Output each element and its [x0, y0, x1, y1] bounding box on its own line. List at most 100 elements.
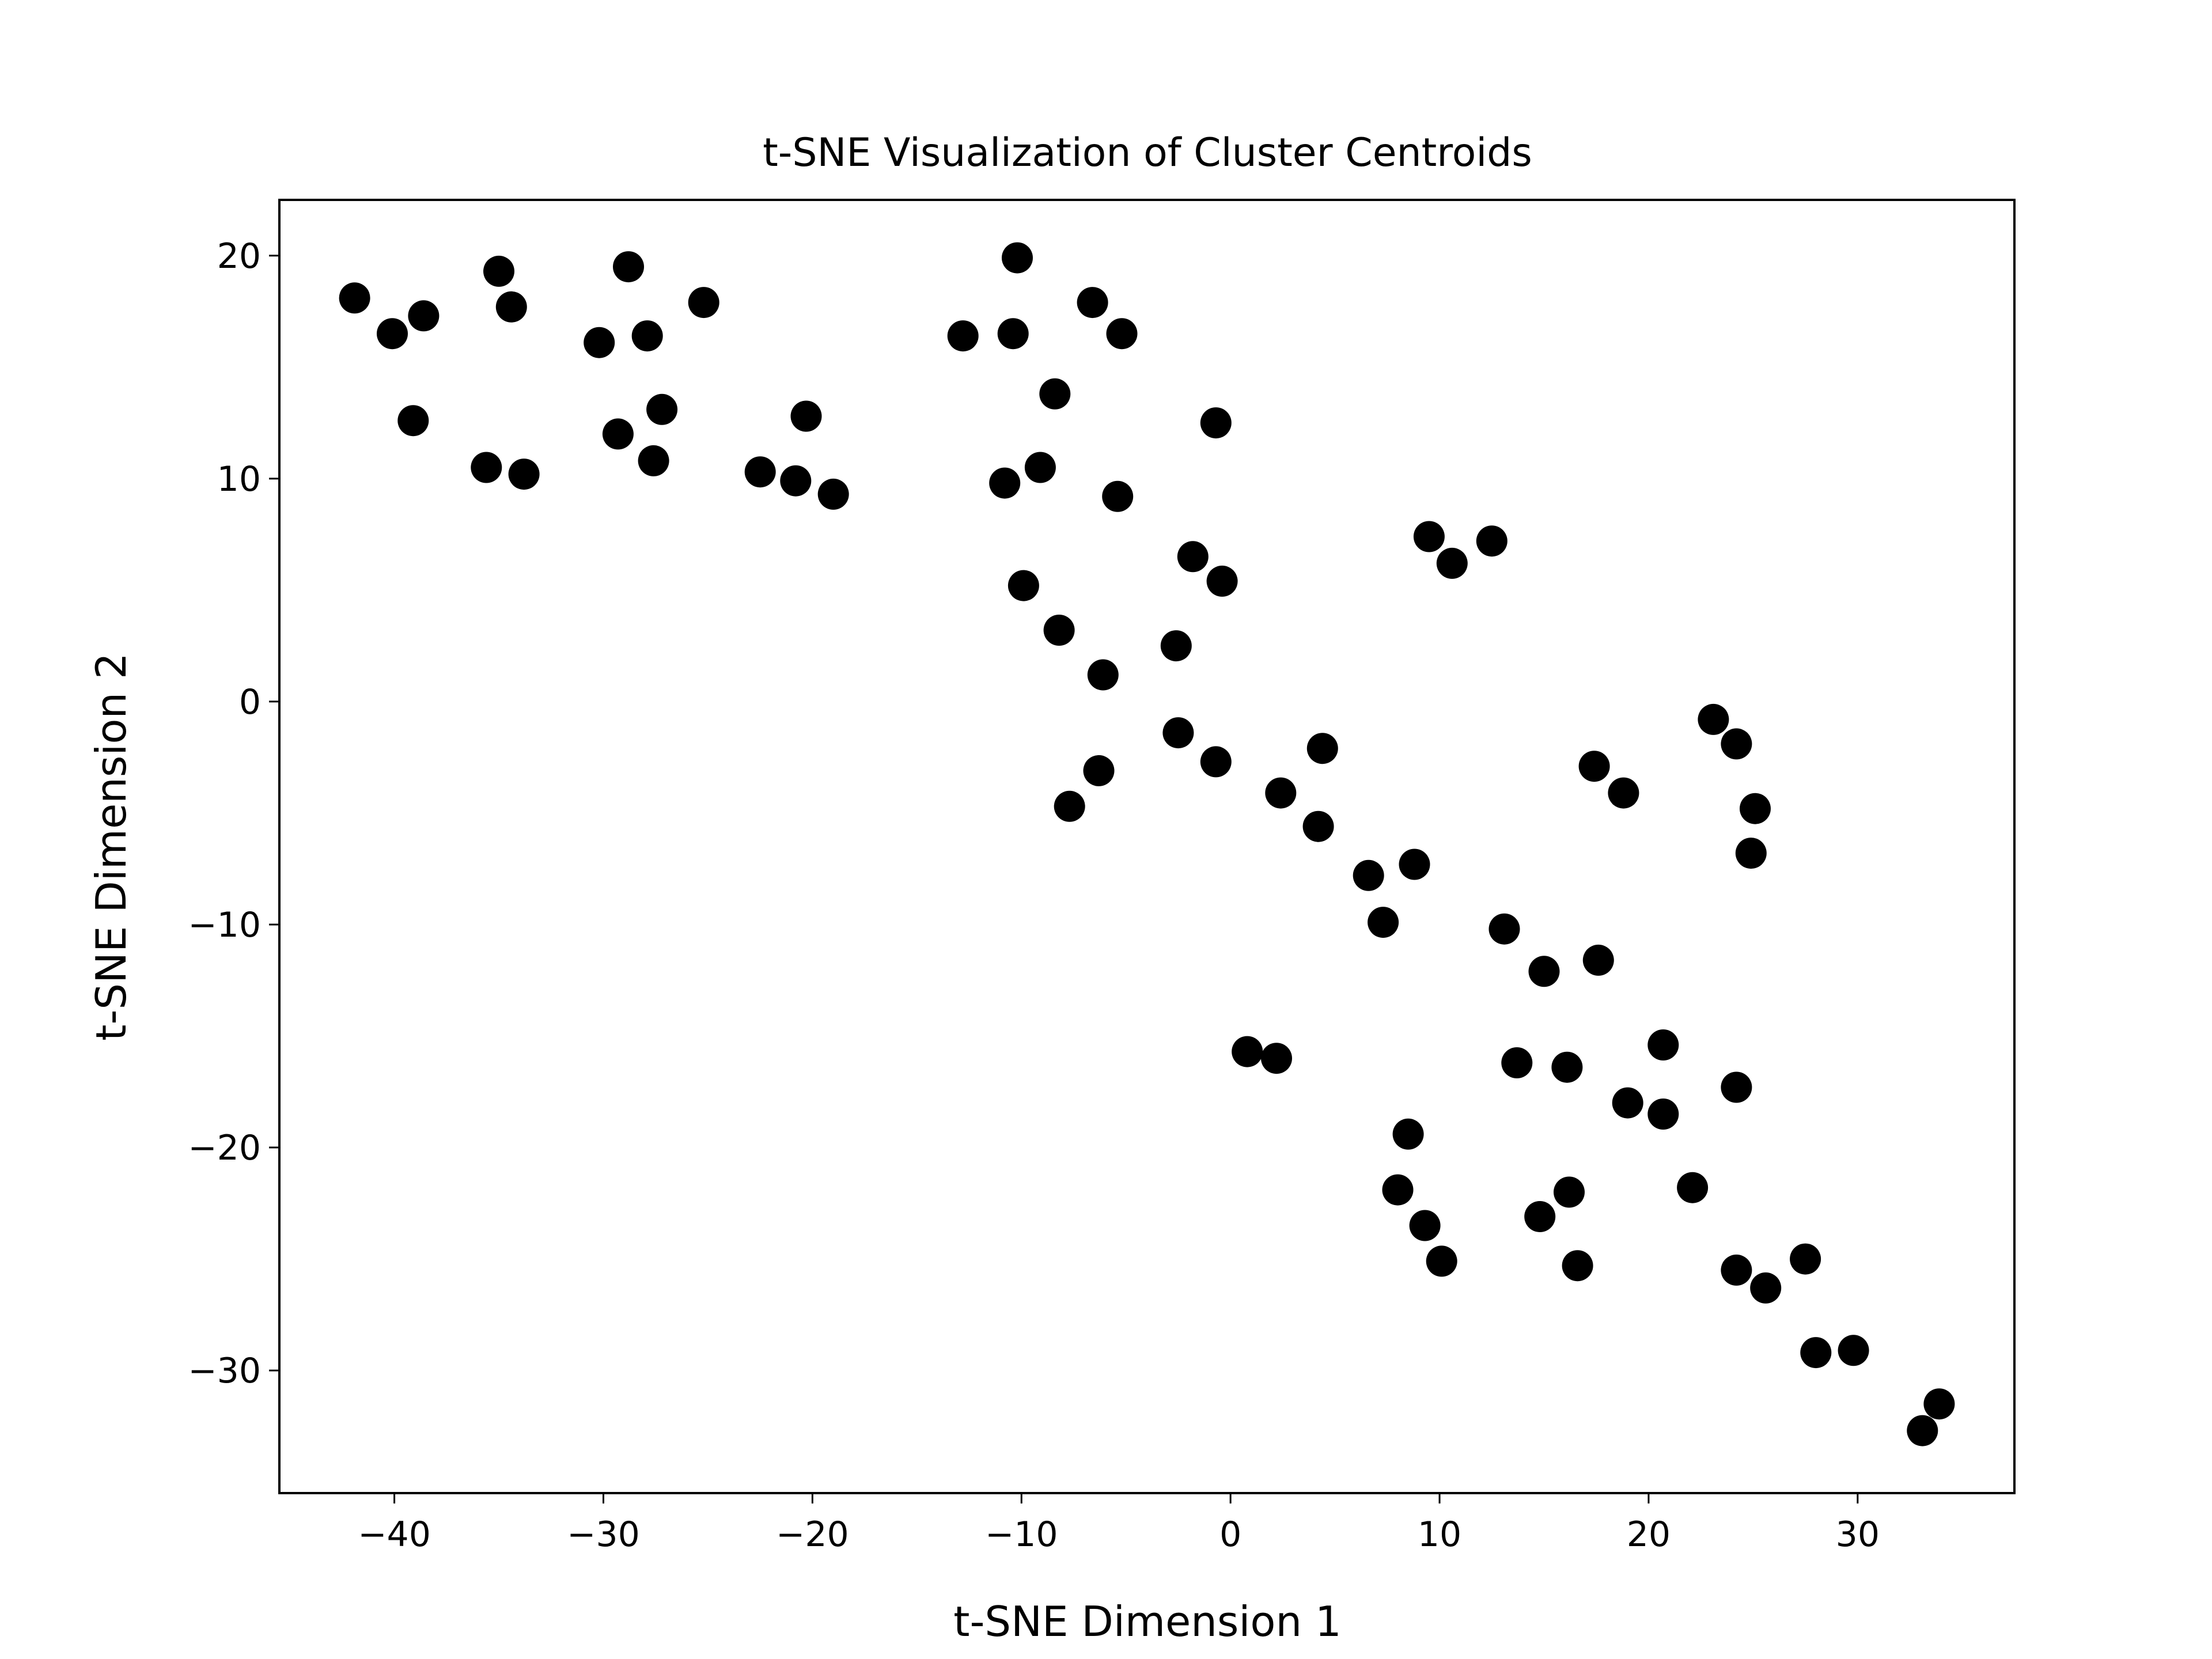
data-point — [1368, 907, 1399, 938]
data-point — [1501, 1047, 1533, 1078]
data-point — [1790, 1243, 1821, 1275]
data-point — [1200, 407, 1232, 439]
x-axis-label: t-SNE Dimension 1 — [953, 1597, 1342, 1646]
data-point — [744, 456, 776, 488]
y-tick-label: 20 — [217, 236, 261, 276]
data-point — [1838, 1335, 1869, 1366]
data-point — [1087, 659, 1119, 691]
data-point — [1265, 777, 1297, 809]
data-point — [1399, 849, 1430, 880]
data-point — [1002, 242, 1033, 274]
data-point — [688, 287, 719, 319]
data-point — [1232, 1036, 1263, 1067]
chart-title: t-SNE Visualization of Cluster Centroids — [763, 130, 1532, 176]
data-point — [1206, 565, 1238, 597]
data-point — [1698, 703, 1729, 735]
x-tick-label: 20 — [1627, 1514, 1671, 1555]
data-point — [1054, 790, 1085, 822]
data-point — [1083, 755, 1115, 786]
x-tick-label: 30 — [1836, 1514, 1880, 1555]
data-point — [947, 320, 979, 352]
y-tick-label: −30 — [188, 1351, 261, 1391]
x-tick-label: 10 — [1418, 1514, 1461, 1555]
data-point — [1528, 956, 1560, 987]
data-point — [1162, 717, 1194, 749]
data-point — [631, 320, 663, 352]
data-point — [1721, 728, 1752, 760]
y-tick-label: 10 — [217, 459, 261, 499]
data-point — [1102, 480, 1134, 512]
data-point — [1735, 838, 1767, 869]
data-point — [1612, 1087, 1643, 1119]
data-point — [377, 318, 408, 350]
y-tick-label: 0 — [239, 682, 261, 722]
data-point — [1582, 944, 1614, 976]
x-tick-label: 0 — [1219, 1514, 1241, 1555]
data-point — [1426, 1245, 1457, 1277]
data-point — [1261, 1043, 1292, 1074]
data-point — [508, 459, 540, 490]
data-point — [483, 255, 514, 287]
y-axis-label: t-SNE Dimension 2 — [87, 653, 135, 1041]
data-point — [1353, 859, 1384, 891]
data-point — [1647, 1029, 1679, 1060]
data-point — [638, 445, 669, 476]
y-tick-label: −20 — [188, 1128, 261, 1168]
data-point — [1647, 1099, 1679, 1130]
data-point — [1177, 541, 1209, 573]
data-point — [1740, 793, 1771, 824]
data-point — [1007, 570, 1039, 601]
x-axis: −40 −30 −20 −10 0 10 20 30 — [358, 1493, 1880, 1555]
data-point — [1721, 1071, 1752, 1103]
data-point — [1476, 525, 1508, 557]
data-point — [1923, 1388, 1955, 1420]
data-point — [1413, 521, 1445, 552]
data-point — [602, 418, 634, 450]
x-tick-label: −40 — [358, 1514, 431, 1555]
data-point — [471, 452, 502, 483]
x-tick-label: −10 — [985, 1514, 1058, 1555]
data-point — [1039, 378, 1071, 410]
data-point — [1750, 1272, 1782, 1304]
data-point — [613, 251, 644, 283]
data-point — [1382, 1174, 1414, 1206]
data-point — [1524, 1201, 1556, 1232]
plot-frame — [278, 199, 2016, 1494]
data-point — [1077, 287, 1108, 319]
data-point — [790, 400, 822, 432]
y-tick-label: −10 — [188, 905, 261, 945]
data-point — [1024, 452, 1056, 483]
data-point — [1677, 1172, 1709, 1203]
data-point — [1392, 1118, 1424, 1150]
data-point — [1409, 1210, 1441, 1241]
x-tick-label: −30 — [567, 1514, 640, 1555]
data-point — [1043, 615, 1075, 646]
data-point — [397, 405, 429, 437]
data-point — [1302, 810, 1334, 842]
data-point — [1106, 318, 1138, 350]
data-point — [1160, 630, 1192, 662]
data-point — [1608, 777, 1639, 809]
data-point — [1488, 913, 1520, 945]
data-point — [1907, 1415, 1938, 1446]
data-point — [1562, 1250, 1593, 1282]
x-tick-label: −20 — [776, 1514, 849, 1555]
y-axis: −30 −20 −10 0 10 20 — [188, 236, 279, 1391]
data-point — [1721, 1254, 1752, 1286]
data-point — [1200, 746, 1232, 778]
data-point — [584, 327, 615, 358]
points-layer — [339, 242, 1955, 1446]
data-point — [1554, 1176, 1585, 1208]
data-point — [997, 318, 1029, 350]
data-point — [495, 291, 527, 323]
data-point — [408, 300, 440, 332]
data-point — [1436, 547, 1468, 579]
data-point — [780, 465, 812, 497]
data-point — [989, 467, 1021, 499]
data-point — [1800, 1337, 1832, 1369]
data-point — [817, 478, 849, 510]
data-point — [1578, 751, 1610, 782]
data-point — [339, 282, 370, 314]
